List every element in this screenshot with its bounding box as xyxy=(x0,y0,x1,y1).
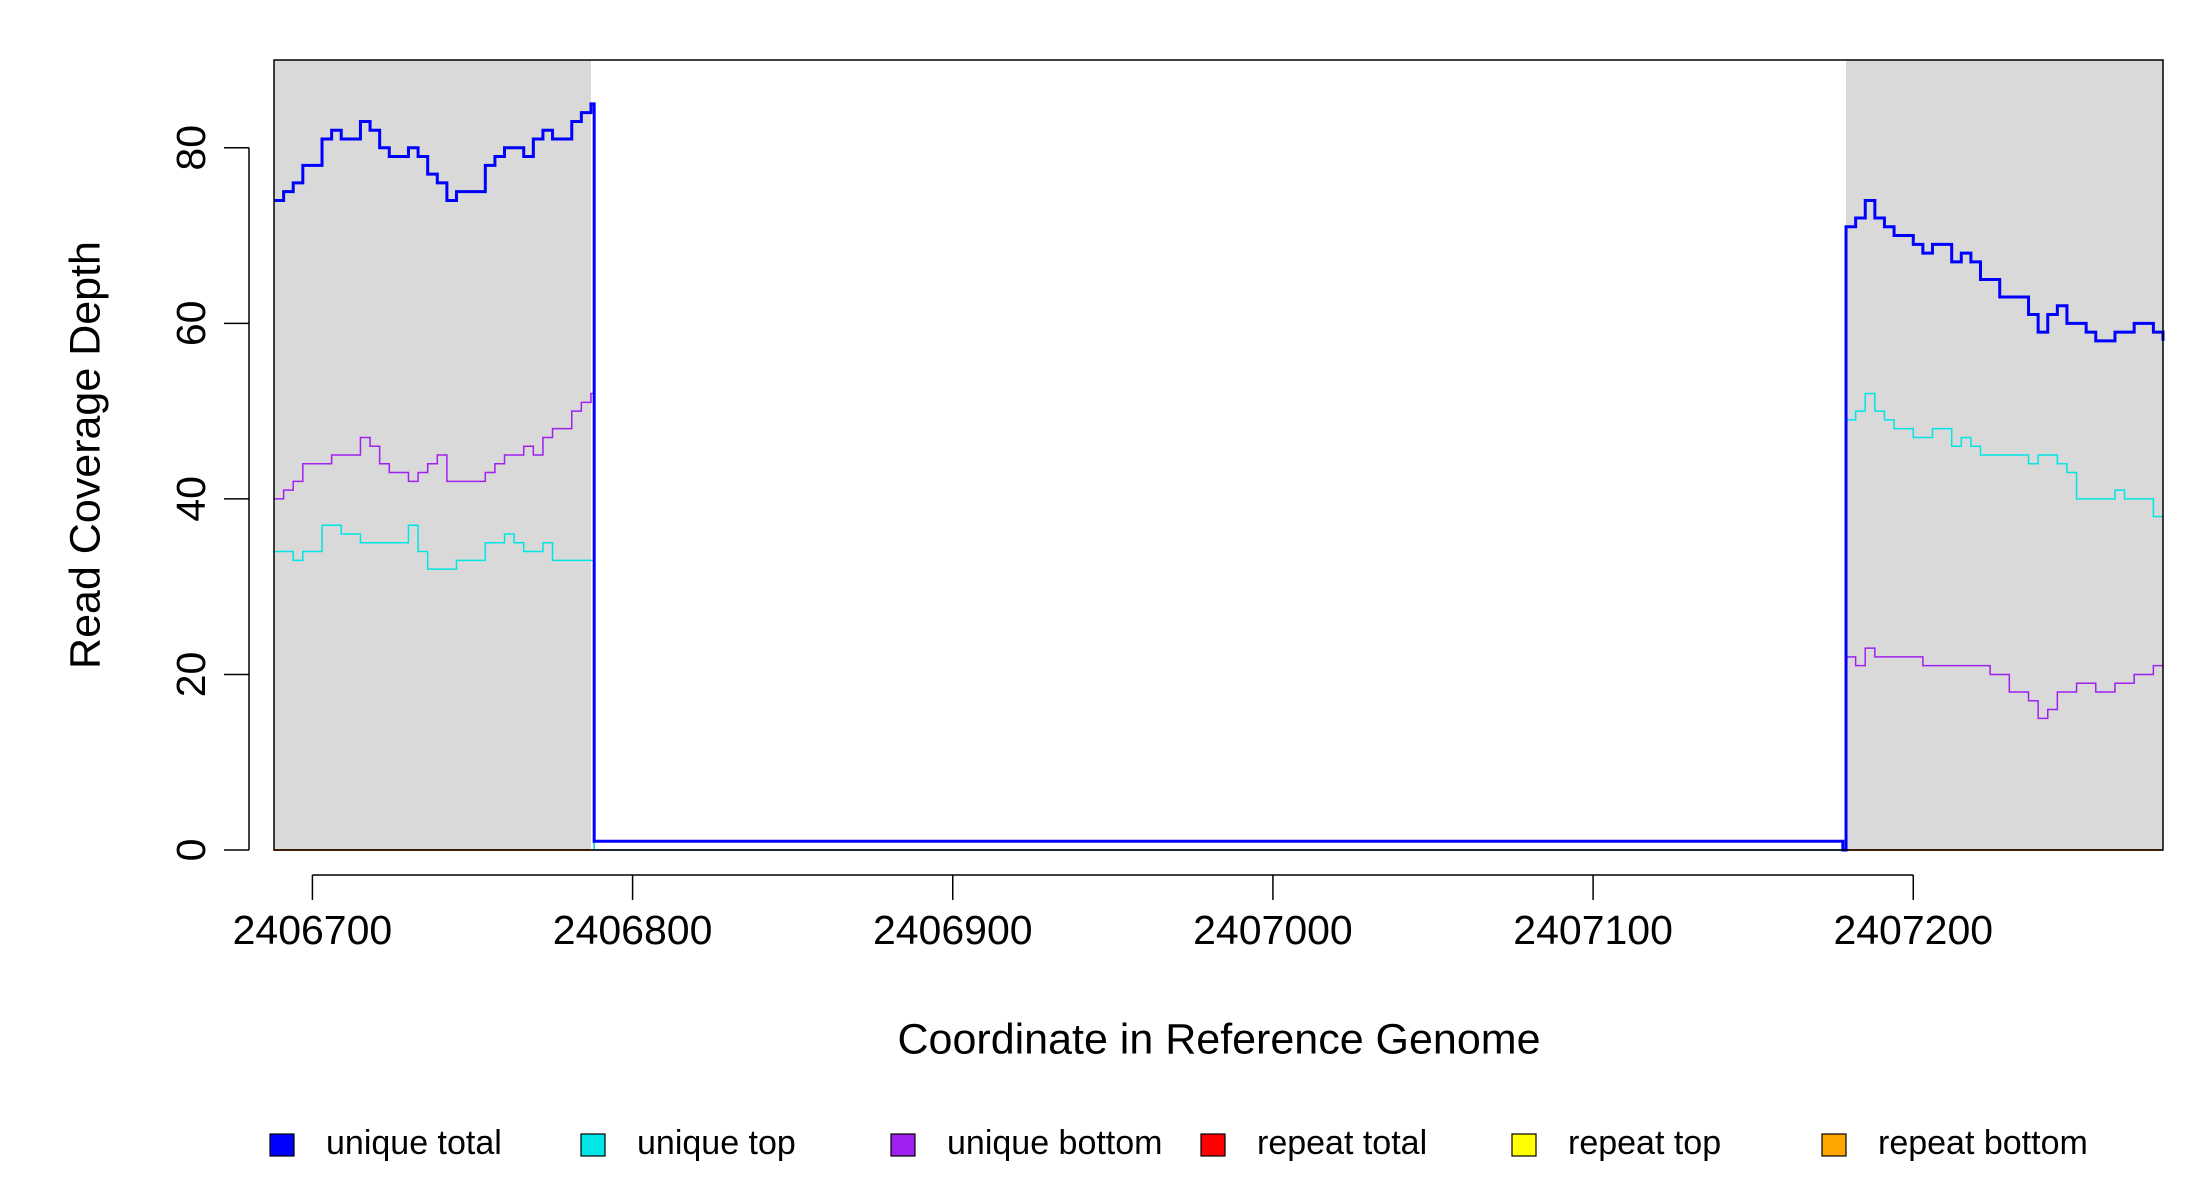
x-tick-label: 2407100 xyxy=(1513,907,1673,953)
legend-item: repeat top xyxy=(1511,1124,1721,1162)
legend-swatch xyxy=(1200,1133,1226,1157)
legend-swatch xyxy=(890,1133,916,1157)
legend-swatch xyxy=(1821,1133,1847,1157)
legend-item: repeat total xyxy=(1200,1124,1427,1162)
x-tick-label: 2407000 xyxy=(1193,907,1353,953)
x-axis-title: Coordinate in Reference Genome xyxy=(898,1015,1541,1063)
legend-label: unique top xyxy=(637,1124,796,1162)
legend-item: unique top xyxy=(580,1124,796,1162)
legend-swatch xyxy=(1511,1133,1537,1157)
legend-item: unique bottom xyxy=(890,1124,1163,1162)
x-tick-label: 2406700 xyxy=(233,907,393,953)
coverage-line xyxy=(274,392,2163,851)
x-tick-label: 2406800 xyxy=(553,907,713,953)
legend-item: repeat bottom xyxy=(1821,1124,2088,1162)
y-tick-label: 40 xyxy=(168,476,214,522)
y-tick-label: 20 xyxy=(168,652,214,698)
legend-label: unique bottom xyxy=(947,1124,1163,1162)
legend-item: unique total xyxy=(269,1124,502,1162)
legend-label: repeat bottom xyxy=(1878,1124,2088,1162)
y-tick-label: 0 xyxy=(168,839,214,862)
y-axis-title: Read Coverage Depth xyxy=(61,241,109,669)
plot-frame xyxy=(273,59,2164,851)
legend-label: unique total xyxy=(326,1124,502,1162)
y-tick-label: 80 xyxy=(168,125,214,171)
legend-label: repeat total xyxy=(1257,1124,1427,1162)
coverage-line xyxy=(274,102,2165,852)
legend-label: repeat top xyxy=(1568,1124,1721,1162)
x-tick-label: 2407200 xyxy=(1833,907,1993,953)
legend-swatch xyxy=(269,1133,295,1157)
legend-swatch xyxy=(580,1133,606,1157)
y-tick-label: 60 xyxy=(168,301,214,347)
x-tick-label: 2406900 xyxy=(873,907,1033,953)
